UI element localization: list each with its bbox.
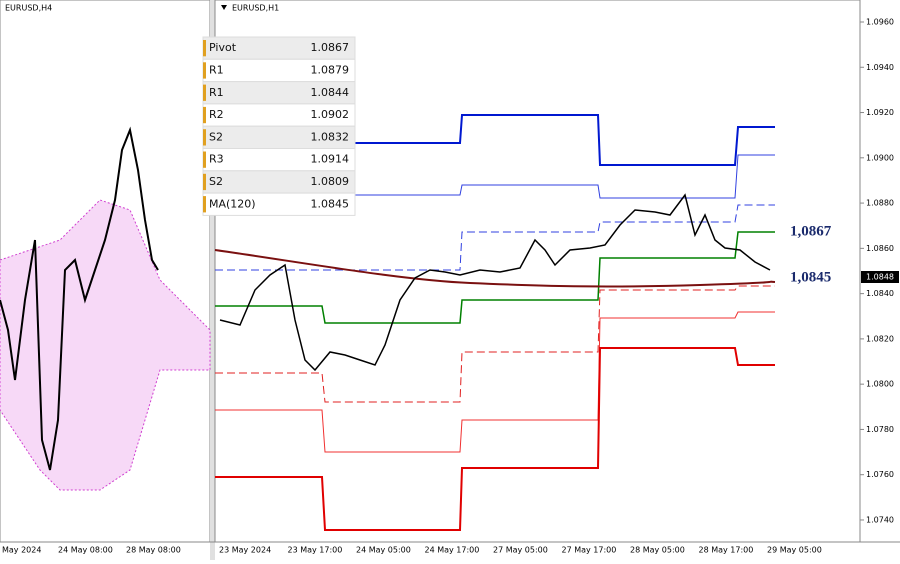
level-value: 1.0902 — [311, 108, 350, 121]
level-value: 1.0809 — [311, 175, 350, 188]
dropdown-icon[interactable] — [221, 5, 227, 10]
price-label: 1.0920 — [866, 108, 894, 117]
level-name: S2 — [209, 175, 223, 188]
level-line — [215, 311, 775, 453]
price-label: 1.0740 — [866, 515, 894, 524]
time-label: 27 May 05:00 — [493, 546, 548, 555]
level-name: Pivot — [209, 41, 237, 54]
level-line — [215, 154, 775, 199]
level-line — [215, 204, 775, 271]
current-price: 1.0848 — [866, 273, 894, 282]
row-marker — [203, 196, 206, 213]
price-label: 1.0900 — [866, 153, 894, 162]
ma-line — [214, 249, 776, 288]
level-value: 1.0867 — [311, 41, 350, 54]
level-value: 1.0845 — [311, 197, 350, 210]
price-label: 1.0820 — [866, 334, 894, 343]
row-marker — [203, 173, 206, 191]
price-label: 1.0960 — [866, 18, 894, 27]
time-label: 29 May 05:00 — [767, 546, 822, 555]
row-marker — [203, 40, 206, 57]
splitter — [210, 0, 215, 560]
level-name: R2 — [209, 108, 224, 121]
time-label: 23 May 17:00 — [288, 546, 343, 555]
time-label: 24 May 05:00 — [356, 546, 411, 555]
price-label: 1.0760 — [866, 470, 894, 479]
price-label: 1.0840 — [866, 289, 894, 298]
level-name: S2 — [209, 130, 223, 143]
row-marker — [203, 129, 206, 146]
row-marker — [203, 84, 206, 101]
time-label: 28 May 08:00 — [126, 546, 181, 555]
time-label: 28 May 05:00 — [630, 546, 685, 555]
row-marker — [203, 106, 206, 124]
price-path — [0, 126, 159, 471]
time-label: 24 May 08:00 — [58, 546, 113, 555]
level-line — [215, 114, 775, 166]
chart-title: EURUSD,H1 — [232, 4, 279, 13]
annotation: 1,0845 — [790, 269, 831, 285]
level-name: MA(120) — [209, 197, 256, 210]
price-label: 1.0780 — [866, 425, 894, 434]
level-value: 1.0879 — [311, 63, 350, 76]
annotation: 1,0867 — [790, 223, 832, 239]
row-marker — [203, 62, 206, 79]
chart-title: EURUSD,H4 — [5, 4, 52, 13]
time-label: 28 May 17:00 — [699, 546, 754, 555]
price-label: 1.0860 — [866, 244, 894, 253]
time-label: May 2024 — [2, 546, 41, 555]
time-label: 27 May 17:00 — [562, 546, 617, 555]
level-name: R3 — [209, 153, 224, 166]
level-name: R1 — [209, 63, 224, 76]
time-label: 23 May 2024 — [219, 546, 271, 555]
price-label: 1.0880 — [866, 199, 894, 208]
pivot-line — [215, 231, 775, 324]
level-value: 1.0914 — [311, 153, 350, 166]
level-line — [215, 285, 775, 403]
price-label: 1.0940 — [866, 63, 894, 72]
level-line — [215, 347, 775, 531]
price-label: 1.0800 — [866, 380, 894, 389]
current-price-box — [861, 271, 899, 283]
row-marker — [203, 151, 206, 168]
level-name: R1 — [209, 86, 224, 99]
level-value: 1.0832 — [311, 130, 350, 143]
level-value: 1.0844 — [311, 86, 350, 99]
ichimoku-cloud — [0, 199, 211, 491]
time-label: 24 May 17:00 — [425, 546, 480, 555]
price-path — [219, 193, 771, 372]
